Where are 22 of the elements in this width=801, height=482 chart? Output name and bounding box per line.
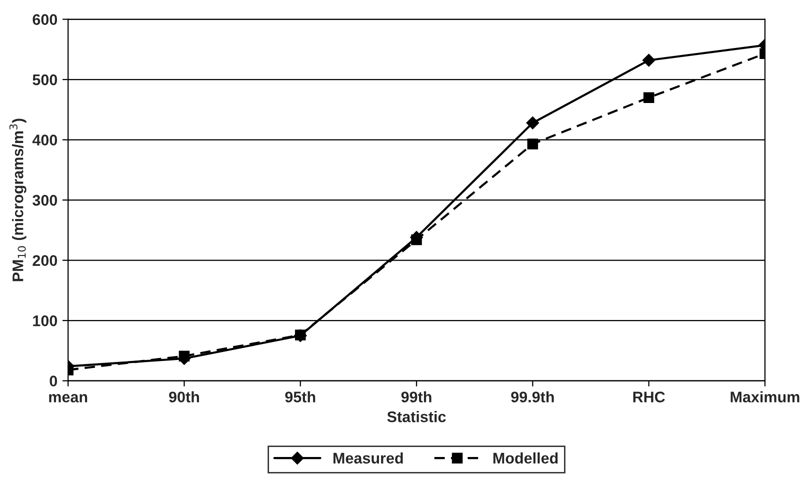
y-tick-label: 200 <box>32 255 58 266</box>
y-tick-label: 300 <box>32 194 58 206</box>
point <box>526 116 540 130</box>
point <box>411 234 422 246</box>
x-tick-label: RHC <box>633 392 665 402</box>
legend-label: Modelled <box>493 452 558 464</box>
y-axis-title: PM$_{10}$ (micrograms/m$^{3}$) <box>9 118 26 282</box>
point <box>527 138 538 150</box>
x-tick-label: mean <box>49 394 88 402</box>
x-tick-label: Maximum <box>730 391 800 402</box>
y-tick-label: 400 <box>32 134 58 146</box>
x-tick-label: 99th <box>401 391 432 402</box>
y-tick-label: 0 <box>50 376 58 386</box>
x-axis-title: Statistic <box>387 410 446 422</box>
y-tick-label: 500 <box>32 74 58 86</box>
y-tick-label: 100 <box>33 315 58 326</box>
point <box>294 330 306 340</box>
y-tick-label: 600 <box>32 14 58 25</box>
x-tick-label: 90th <box>169 391 199 402</box>
legend-label: Measured <box>334 452 403 464</box>
x-tick-label: 95th <box>285 391 316 402</box>
x-tick-label: 99.9th <box>511 391 554 402</box>
